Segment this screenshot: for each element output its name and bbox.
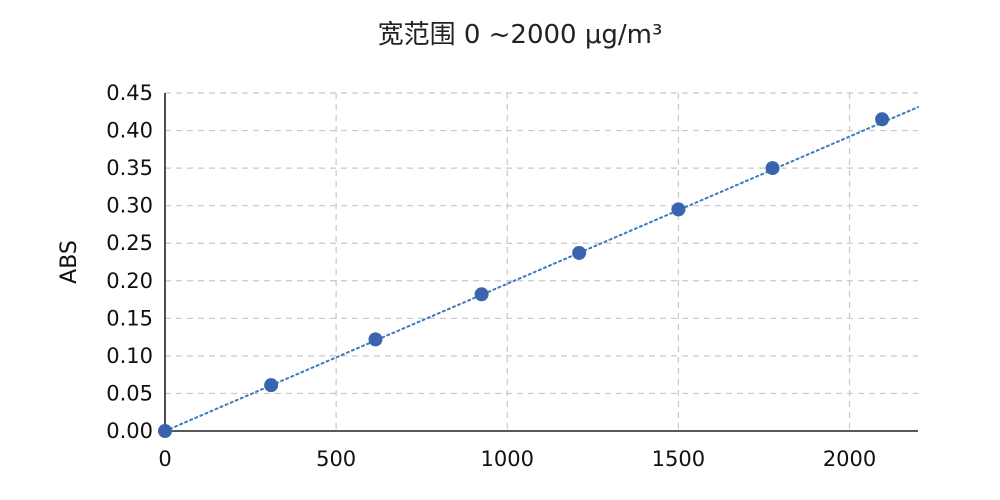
tick-labels: 0.00 0.05 0.10 0.15 0.20 0.25 0.30 0.35 0.40 0.45… [106, 81, 876, 471]
y-tick-label: 0.35 [106, 156, 153, 180]
y-tick-label: 0.05 [106, 381, 153, 405]
data-point [572, 245, 587, 260]
data-point [671, 202, 686, 217]
trendline-layer [164, 106, 919, 432]
grid [165, 92, 918, 431]
y-tick-label: 0.15 [106, 306, 153, 330]
y-tick-label: 0.00 [106, 419, 153, 443]
chart-title: 宽范围 0 ~2000 μg/m³ [377, 20, 663, 50]
data-point [368, 332, 383, 347]
y-tick-label: 0.10 [106, 344, 153, 368]
y-tick-label: 0.45 [106, 81, 153, 105]
x-tick-label: 1000 [481, 447, 534, 471]
y-tick-label: 0.30 [106, 194, 153, 218]
y-tick-label: 0.25 [106, 231, 153, 255]
y-axis-label: ABS [57, 240, 82, 284]
x-tick-label: 0 [158, 447, 171, 471]
y-tick-label: 0.40 [106, 119, 153, 143]
data-point [765, 161, 780, 176]
x-tick-label: 2000 [823, 447, 876, 471]
data-point [875, 112, 890, 127]
axes [164, 93, 918, 432]
x-tick-label: 1500 [652, 447, 705, 471]
trendline [164, 106, 919, 432]
y-tick-label: 0.20 [106, 269, 153, 293]
data-point [158, 424, 172, 438]
data-points [158, 112, 890, 438]
data-point [474, 287, 489, 302]
data-point [264, 378, 279, 393]
x-tick-label: 500 [316, 447, 356, 471]
